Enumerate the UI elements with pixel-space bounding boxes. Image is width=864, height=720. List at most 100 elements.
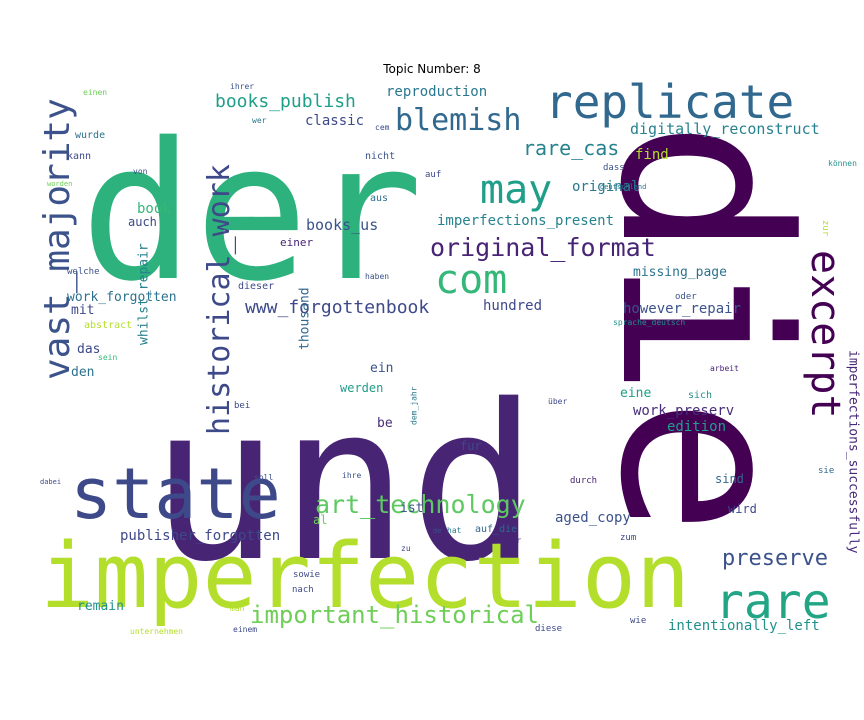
cloud-word: auf_die xyxy=(475,524,517,535)
cloud-word: wer xyxy=(252,116,267,125)
cloud-word: edition xyxy=(667,419,726,435)
cloud-word: und xyxy=(150,358,538,609)
cloud-word: historical_work xyxy=(202,164,237,435)
cloud-word: einer xyxy=(280,236,313,249)
cloud-word: soll xyxy=(254,473,273,482)
cloud-word: sind xyxy=(715,472,744,486)
cloud-word: welche xyxy=(67,267,100,277)
cloud-word: ein xyxy=(370,361,393,376)
cloud-word: unter xyxy=(497,536,521,545)
cloud-word: be xyxy=(377,416,393,431)
cloud-word: oder xyxy=(675,292,697,302)
cloud-word: einem xyxy=(233,625,257,634)
cloud-word: aged_copy xyxy=(555,510,631,526)
cloud-word: state xyxy=(70,453,281,535)
cloud-word: auf xyxy=(425,170,441,180)
cloud-word: kann xyxy=(67,151,91,162)
cloud-word: find xyxy=(635,147,669,163)
cloud-word: unternehmen xyxy=(130,627,183,636)
cloud-word: books_us xyxy=(306,216,378,234)
cloud-word: nicht xyxy=(365,151,395,162)
cloud-word: imperfections_present xyxy=(437,213,614,229)
cloud-word: reproduction xyxy=(386,84,487,100)
cloud-word: art_technology xyxy=(315,490,526,519)
cloud-word: ihrer xyxy=(230,82,254,91)
cloud-word: mit xyxy=(71,303,94,318)
cloud-word: können xyxy=(828,159,857,168)
cloud-word: cem xyxy=(375,123,390,132)
cloud-word: zu xyxy=(401,544,411,553)
cloud-word: blemish xyxy=(395,103,521,138)
cloud-word: publisher_forgotten xyxy=(120,528,280,544)
cloud-word: rare_cas xyxy=(523,136,619,160)
cloud-word: hundred xyxy=(483,298,542,314)
cloud-word: sich xyxy=(688,390,712,401)
cloud-word: thousand xyxy=(297,287,312,350)
cloud-word: www_forgottenbook xyxy=(245,297,429,318)
cloud-word: remain xyxy=(77,599,124,614)
cloud-word: zum xyxy=(620,533,636,543)
cloud-word: al xyxy=(313,513,327,527)
cloud-word: replicate xyxy=(545,80,794,129)
cloud-word: sein xyxy=(98,353,117,362)
cloud-word: fur xyxy=(460,439,482,453)
cloud-word: vast_majority xyxy=(40,98,78,380)
cloud-word: hat xyxy=(447,526,462,535)
cloud-word: ihre xyxy=(342,471,361,480)
cloud-word: com xyxy=(435,257,507,303)
cloud-word: auch xyxy=(128,215,157,229)
cloud-word: worden xyxy=(47,180,72,188)
cloud-word: original_format xyxy=(430,233,656,262)
cloud-word: bei xyxy=(234,401,250,411)
cloud-word: über xyxy=(548,397,567,406)
cloud-word: die xyxy=(569,120,836,535)
cloud-word: deutschland xyxy=(600,183,646,191)
cloud-word: intentionally_left xyxy=(668,618,820,634)
cloud-word: dass xyxy=(603,163,625,173)
cloud-word: de xyxy=(433,527,441,535)
cloud-word: man xyxy=(230,604,245,613)
cloud-word: whilst_repair xyxy=(136,243,151,345)
cloud-word: book xyxy=(137,201,171,217)
cloud-word: zur xyxy=(820,220,830,237)
cloud-word: dieser xyxy=(238,281,274,292)
cloud-word: wird xyxy=(728,502,757,516)
cloud-word: sie xyxy=(818,466,834,476)
cloud-word: wie xyxy=(630,616,646,626)
cloud-word: dabei xyxy=(40,478,61,486)
cloud-word: rare xyxy=(715,574,831,630)
cloud-word: eine xyxy=(620,386,651,401)
cloud-word: dem_jahr xyxy=(409,386,418,425)
cloud-word: diese xyxy=(535,624,562,634)
cloud-word: however_repair xyxy=(623,301,741,317)
cloud-word: der xyxy=(80,102,423,323)
cloud-word: original xyxy=(572,179,639,195)
word-cloud: der und die imperfection state replicate vast_… xyxy=(40,80,863,645)
cloud-word: missing_page xyxy=(633,265,727,280)
cloud-word: sprache_deutsch xyxy=(613,318,685,327)
cloud-word: imperfection xyxy=(40,524,690,629)
cloud-word: aus xyxy=(370,193,388,204)
cloud-word: work_forgotten xyxy=(67,290,177,305)
chart-title: Topic Number: 8 xyxy=(383,62,481,76)
cloud-word: von xyxy=(133,167,148,176)
cloud-word: preserve xyxy=(722,546,828,571)
cloud-word: haben xyxy=(365,272,389,281)
cloud-word: sowie xyxy=(293,570,320,580)
cloud-word: werden xyxy=(340,381,383,395)
cloud-word: important_historical xyxy=(250,601,539,629)
cloud-word: ist xyxy=(400,501,423,516)
cloud-word: imperfections_successfully xyxy=(845,350,860,554)
cloud-word: books_publish xyxy=(215,91,356,112)
cloud-word: durch xyxy=(570,476,597,486)
cloud-word: excerpt xyxy=(802,250,848,419)
cloud-word: classic xyxy=(305,113,364,129)
cloud-word: den xyxy=(71,365,94,380)
cloud-word: may xyxy=(480,167,552,213)
cloud-word: work_preserv xyxy=(633,403,734,419)
cloud-word: arbeit xyxy=(710,364,739,373)
cloud-word: einen xyxy=(83,88,107,97)
cloud-word: digitally_reconstruct xyxy=(630,120,820,138)
cloud-word: abstract xyxy=(84,320,132,331)
